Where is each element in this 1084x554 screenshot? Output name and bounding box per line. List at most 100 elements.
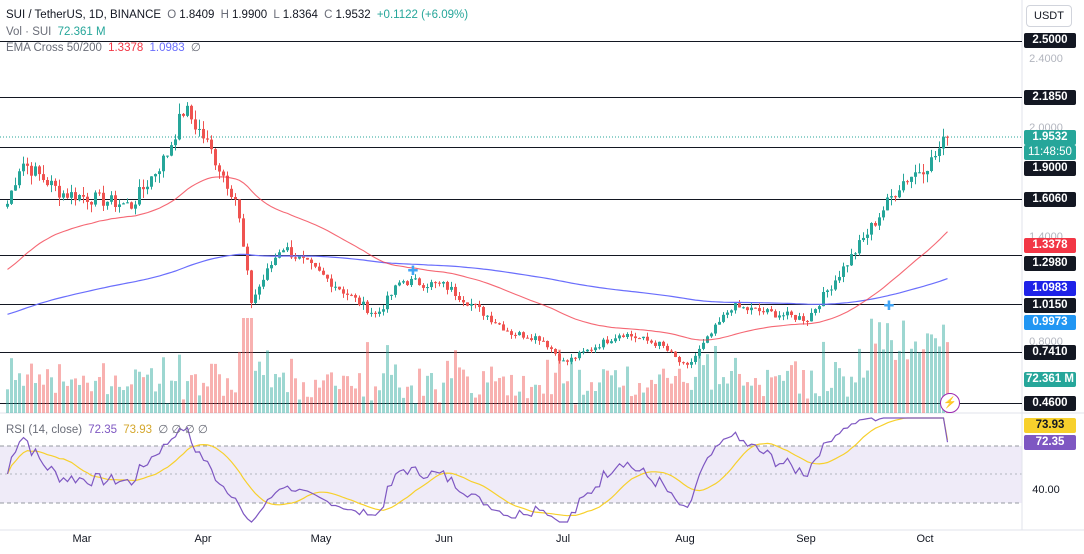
volume-bar	[370, 400, 373, 413]
candle-body	[38, 166, 41, 175]
symbol-title[interactable]: SUI / TetherUS, 1D, BINANCE	[6, 9, 162, 21]
volume-bar	[130, 384, 133, 413]
candle-body	[82, 195, 85, 197]
volume-bar	[878, 322, 881, 413]
candle-body	[362, 301, 365, 305]
volume-bar	[546, 359, 549, 413]
candle-body	[598, 347, 601, 349]
candle-body	[234, 197, 237, 200]
ema-legend[interactable]: EMA Cross 50/200 1.3378 1.0983 ∅	[6, 41, 204, 55]
x-tick-aug: Aug	[675, 533, 695, 545]
level-label: 0.7410	[1024, 345, 1076, 360]
volume-bar	[706, 354, 709, 413]
candle-body	[282, 250, 285, 253]
currency-button[interactable]: USDT	[1026, 5, 1072, 27]
candle-body	[370, 312, 373, 314]
volume-bar	[346, 376, 349, 413]
candle-body	[258, 286, 261, 295]
rsi-title: RSI (14, close)	[6, 424, 83, 436]
candle-body	[534, 336, 537, 341]
candle-body	[626, 334, 629, 338]
candle-body	[774, 311, 777, 318]
candle-body	[602, 339, 605, 348]
volume-bar	[658, 374, 661, 413]
candle-body	[722, 314, 725, 322]
candle-body	[570, 357, 573, 362]
lightning-icon[interactable]: ⚡	[940, 393, 960, 413]
volume-label: Vol · SUI	[6, 26, 52, 38]
candle-body	[654, 342, 657, 346]
candle-body	[330, 278, 333, 287]
candle-body	[394, 285, 397, 295]
volume-bar	[554, 372, 557, 413]
level-label: 1.0150	[1024, 298, 1076, 313]
volume-bar	[22, 385, 25, 413]
candle-body	[730, 310, 733, 313]
candle-body	[842, 266, 845, 277]
candle-body	[618, 335, 621, 339]
candle-body	[550, 347, 553, 349]
candle-body	[694, 355, 697, 362]
volume-bar	[602, 369, 605, 413]
volume-bar	[918, 352, 921, 413]
candle-body	[242, 218, 245, 247]
candle-body	[182, 113, 185, 116]
candle-body	[10, 190, 13, 204]
candle-body	[358, 297, 361, 305]
candle-body	[758, 308, 761, 312]
volume-bar	[86, 382, 89, 413]
candle-body	[702, 342, 705, 349]
volume-bar	[594, 391, 597, 413]
volume-bar	[62, 381, 65, 413]
candle-body	[50, 180, 53, 186]
candle-body	[314, 263, 317, 267]
volume-bar	[14, 380, 17, 413]
volume-bar	[366, 342, 369, 413]
volume-bar	[50, 377, 53, 413]
candle-body	[218, 165, 221, 172]
level-label: 2.1850	[1024, 90, 1076, 105]
candle-body	[658, 341, 661, 346]
candle-body	[802, 316, 805, 321]
volume-bar	[650, 379, 653, 413]
volume-bar	[610, 375, 613, 413]
volume-bar	[114, 375, 117, 413]
volume-bar	[870, 318, 873, 413]
candle-body	[70, 192, 73, 198]
volume-bar	[626, 366, 629, 413]
volume-bar	[810, 370, 813, 413]
volume-bar	[518, 391, 521, 413]
rsi-legend[interactable]: RSI (14, close) 72.35 73.93 ∅ ∅ ∅ ∅	[6, 423, 211, 437]
candle-body	[638, 338, 641, 340]
volume-bar	[726, 383, 729, 413]
volume-value: 72.361 M	[57, 26, 106, 38]
volume-bar	[334, 385, 337, 413]
volume-bar	[550, 394, 553, 413]
volume-bar	[566, 381, 569, 413]
candle-body	[442, 281, 445, 284]
countdown-label: 11:48:50	[1024, 145, 1076, 160]
candle-body	[630, 334, 633, 337]
ema50-label: 1.3378	[1024, 238, 1076, 253]
candle-body	[274, 257, 277, 265]
volume-bar	[254, 370, 257, 413]
candle-body	[918, 172, 921, 174]
volume-bar	[662, 368, 665, 413]
candle-body	[230, 188, 233, 198]
volume-bar	[922, 349, 925, 413]
candle-body	[938, 148, 941, 156]
candle-body	[886, 197, 889, 211]
ohlc-legend: SUI / TetherUS, 1D, BINANCE O 1.8409 H 1.9…	[6, 9, 469, 21]
volume-bar	[390, 374, 393, 413]
volume-bar	[382, 373, 385, 413]
rsi-ma-label: 73.93	[1024, 418, 1076, 433]
volume-bar	[422, 395, 425, 413]
candle-body	[858, 240, 861, 254]
candle-body	[166, 155, 169, 157]
volume-bar	[430, 373, 433, 413]
volume-bar	[902, 320, 905, 413]
volume-bar	[258, 361, 261, 413]
rsi-value-label: 72.35	[1024, 435, 1076, 450]
volume-legend[interactable]: Vol · SUI 72.361 M	[6, 25, 109, 39]
